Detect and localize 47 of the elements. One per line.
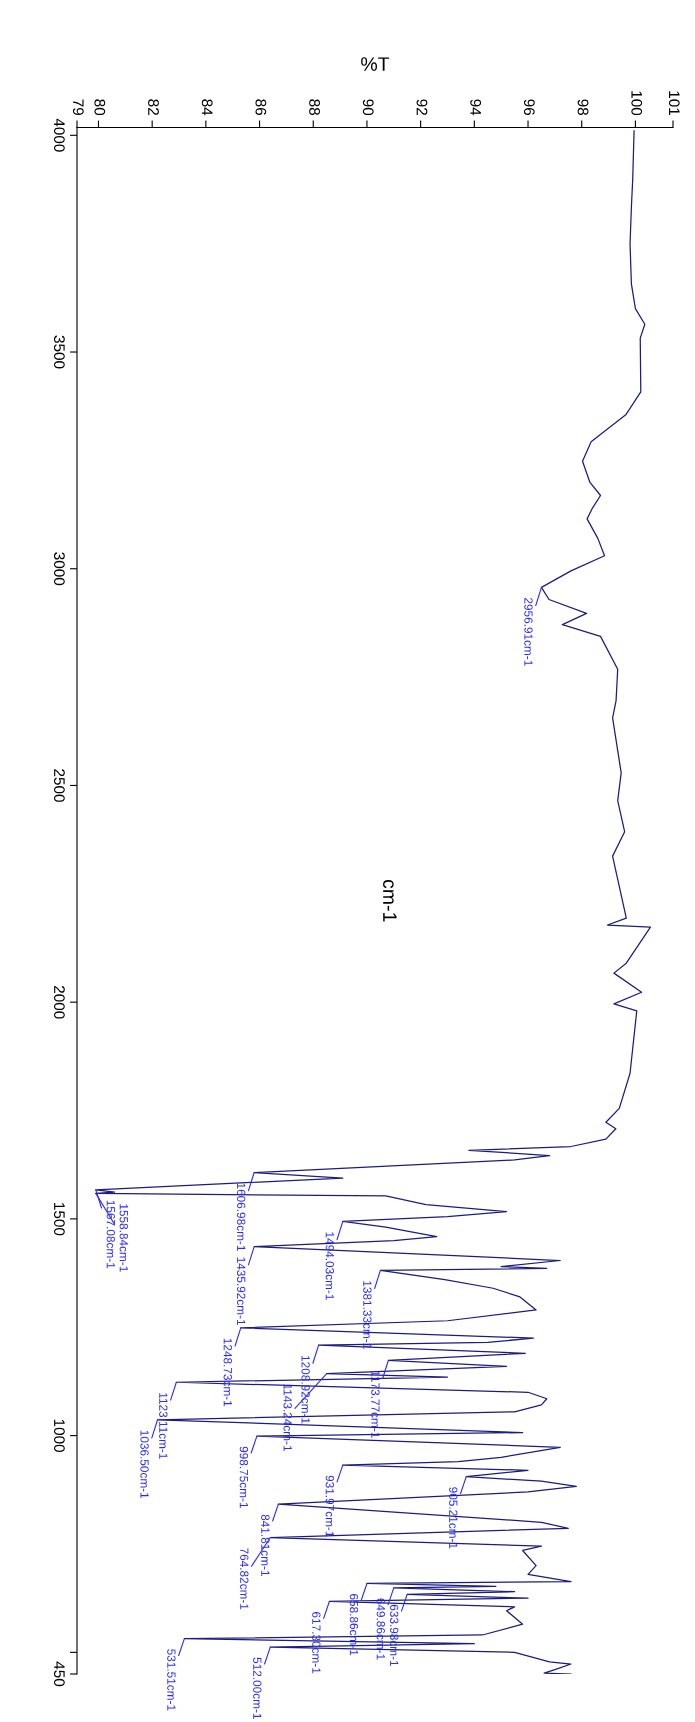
annotation: 2956.91cm-1 — [524, 598, 533, 666]
annotation: 1248.73cm-1 — [223, 1338, 232, 1407]
y-tick-label: 450 — [53, 1661, 65, 1687]
annotation: 649.86cm-1 — [376, 1598, 385, 1660]
annotation: 633.98cm-1 — [390, 1604, 399, 1667]
annotation: 1143.24cm-1 — [283, 1384, 292, 1451]
annotation: 1208.92cm-1 — [301, 1355, 310, 1424]
annotation: 1435.92cm-1 — [237, 1257, 246, 1325]
annotation: 1123.11cm-1 — [159, 1393, 168, 1459]
y-tick-label: 1500 — [53, 1203, 65, 1236]
annotation: 617.30cm-1 — [312, 1612, 321, 1674]
annotation: 905.21cm-1 — [449, 1487, 458, 1549]
annotation: 841.81cm-1 — [261, 1514, 270, 1576]
x-tick-label: 98 — [577, 99, 589, 116]
annotation: 658.86cm-1 — [349, 1594, 359, 1656]
x-tick-label: 88 — [309, 99, 320, 116]
x-tick-label: 96 — [523, 99, 535, 116]
y-tick-label: 2000 — [53, 985, 65, 1019]
x-tick-label: 90 — [362, 99, 374, 116]
annotation: 1173.77cm-1 — [371, 1371, 380, 1438]
x-tick-label: 86 — [255, 99, 267, 116]
annotation: 931.97cm-1 — [325, 1475, 334, 1537]
x-tick-label: 92 — [416, 99, 428, 115]
y-axis-title: cm-1 — [383, 879, 397, 922]
annotation: 998.75cm-1 — [239, 1446, 249, 1508]
annotation: 1494.03cm-1 — [325, 1232, 334, 1300]
annotation: 1558.84cm-1 — [119, 1204, 128, 1272]
x-tick-label: 79 — [72, 99, 84, 115]
x-tick-label: 84 — [201, 99, 213, 116]
x-tick-label: 82 — [148, 99, 159, 115]
y-tick-label: 1000 — [53, 1419, 65, 1453]
annotation: 1381.33cm-1 — [363, 1281, 372, 1349]
x-tick-label: 101 — [668, 91, 680, 115]
y-tick-label: 4000 — [53, 118, 65, 152]
x-tick-label: 94 — [470, 99, 482, 116]
annotation: 1036.50cm-1 — [140, 1430, 149, 1499]
y-tick-label: 2500 — [53, 769, 65, 802]
y-tick-label: 3500 — [53, 335, 65, 369]
annotation: 764.82cm-1 — [240, 1548, 249, 1610]
y-tick-label: 3000 — [53, 552, 65, 586]
x-axis-title: %T — [361, 57, 390, 71]
annotation: 1606.98cm-1 — [237, 1183, 246, 1251]
x-tick-label: 100 — [631, 91, 643, 116]
annotation: 512.00cm-1 — [253, 1657, 262, 1719]
annotation: 1567.08cm-1 — [106, 1200, 115, 1269]
x-tick-label: 80 — [94, 99, 106, 116]
annotation: 531.51cm-1 — [167, 1649, 176, 1711]
